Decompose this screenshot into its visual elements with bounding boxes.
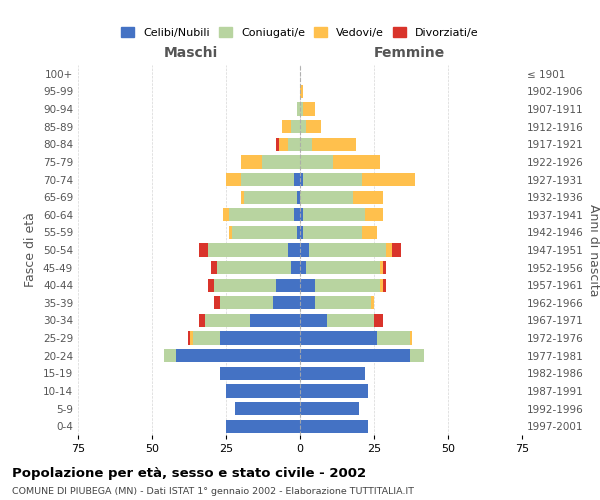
- Bar: [291, 120, 300, 134]
- Bar: [176, 349, 300, 362]
- Bar: [279, 138, 288, 151]
- Bar: [226, 420, 300, 433]
- Bar: [392, 244, 401, 256]
- Bar: [353, 190, 383, 204]
- Bar: [235, 402, 300, 415]
- Bar: [193, 332, 220, 344]
- Bar: [300, 402, 359, 415]
- Bar: [297, 190, 300, 204]
- Bar: [306, 120, 321, 134]
- Bar: [362, 173, 415, 186]
- Bar: [262, 156, 300, 168]
- Bar: [377, 332, 410, 344]
- Bar: [291, 261, 300, 274]
- Bar: [303, 208, 365, 222]
- Bar: [300, 296, 315, 310]
- Bar: [164, 349, 176, 362]
- Bar: [410, 349, 424, 362]
- Text: Maschi: Maschi: [163, 46, 218, 60]
- Text: Popolazione per età, sesso e stato civile - 2002: Popolazione per età, sesso e stato civil…: [12, 468, 366, 480]
- Bar: [300, 366, 365, 380]
- Bar: [300, 208, 303, 222]
- Bar: [229, 208, 294, 222]
- Bar: [300, 138, 312, 151]
- Bar: [300, 173, 303, 186]
- Bar: [232, 226, 297, 239]
- Bar: [300, 261, 306, 274]
- Bar: [226, 384, 300, 398]
- Bar: [300, 314, 326, 327]
- Bar: [294, 208, 300, 222]
- Bar: [282, 120, 291, 134]
- Text: Femmine: Femmine: [374, 46, 445, 60]
- Bar: [244, 190, 297, 204]
- Bar: [380, 261, 383, 274]
- Bar: [303, 226, 362, 239]
- Y-axis label: Anni di nascita: Anni di nascita: [587, 204, 600, 296]
- Bar: [229, 226, 232, 239]
- Bar: [217, 261, 291, 274]
- Bar: [208, 278, 214, 292]
- Bar: [309, 244, 386, 256]
- Bar: [277, 138, 279, 151]
- Bar: [300, 384, 368, 398]
- Bar: [208, 244, 288, 256]
- Bar: [306, 261, 380, 274]
- Bar: [274, 296, 300, 310]
- Bar: [297, 226, 300, 239]
- Bar: [300, 190, 353, 204]
- Bar: [241, 173, 294, 186]
- Bar: [294, 173, 300, 186]
- Bar: [300, 102, 303, 116]
- Bar: [220, 296, 274, 310]
- Bar: [241, 156, 262, 168]
- Bar: [226, 173, 241, 186]
- Bar: [332, 156, 380, 168]
- Legend: Celibi/Nubili, Coniugati/e, Vedovi/e, Divorziati/e: Celibi/Nubili, Coniugati/e, Vedovi/e, Di…: [117, 22, 483, 42]
- Bar: [214, 296, 220, 310]
- Bar: [315, 278, 380, 292]
- Bar: [288, 138, 300, 151]
- Bar: [303, 102, 315, 116]
- Bar: [383, 261, 386, 274]
- Bar: [386, 244, 392, 256]
- Bar: [214, 278, 277, 292]
- Bar: [300, 156, 332, 168]
- Bar: [300, 85, 303, 98]
- Bar: [223, 208, 229, 222]
- Bar: [300, 278, 315, 292]
- Text: COMUNE DI PIUBEGA (MN) - Dati ISTAT 1° gennaio 2002 - Elaborazione TUTTITALIA.IT: COMUNE DI PIUBEGA (MN) - Dati ISTAT 1° g…: [12, 488, 414, 496]
- Bar: [220, 366, 300, 380]
- Bar: [312, 138, 356, 151]
- Bar: [288, 244, 300, 256]
- Bar: [211, 261, 217, 274]
- Bar: [188, 332, 190, 344]
- Bar: [365, 208, 383, 222]
- Bar: [199, 244, 208, 256]
- Bar: [250, 314, 300, 327]
- Bar: [300, 244, 309, 256]
- Bar: [303, 173, 362, 186]
- Bar: [190, 332, 193, 344]
- Bar: [277, 278, 300, 292]
- Bar: [300, 420, 368, 433]
- Bar: [326, 314, 374, 327]
- Bar: [220, 332, 300, 344]
- Bar: [315, 296, 371, 310]
- Bar: [205, 314, 250, 327]
- Bar: [380, 278, 383, 292]
- Bar: [300, 226, 303, 239]
- Bar: [300, 332, 377, 344]
- Bar: [362, 226, 377, 239]
- Bar: [410, 332, 412, 344]
- Bar: [297, 102, 300, 116]
- Bar: [374, 314, 383, 327]
- Bar: [199, 314, 205, 327]
- Bar: [300, 120, 306, 134]
- Bar: [371, 296, 374, 310]
- Y-axis label: Fasce di età: Fasce di età: [25, 212, 37, 288]
- Bar: [241, 190, 244, 204]
- Bar: [300, 349, 410, 362]
- Bar: [383, 278, 386, 292]
